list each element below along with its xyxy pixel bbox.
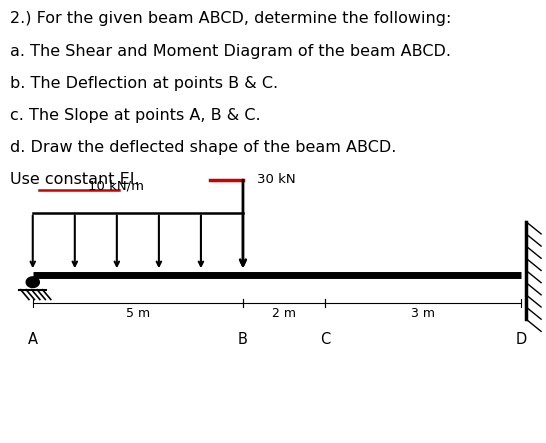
- Text: C: C: [320, 332, 330, 347]
- Text: 30 kN: 30 kN: [257, 173, 295, 186]
- Text: d. Draw the deflected shape of the beam ABCD.: d. Draw the deflected shape of the beam …: [10, 140, 396, 155]
- Text: 2.) For the given beam ABCD, determine the following:: 2.) For the given beam ABCD, determine t…: [10, 11, 451, 26]
- Text: 3 m: 3 m: [411, 307, 435, 320]
- Text: b. The Deflection at points B & C.: b. The Deflection at points B & C.: [10, 76, 278, 91]
- Text: D: D: [516, 332, 527, 347]
- Text: a. The Shear and Moment Diagram of the beam ABCD.: a. The Shear and Moment Diagram of the b…: [10, 44, 451, 59]
- Text: A: A: [28, 332, 38, 347]
- Text: B: B: [238, 332, 248, 347]
- Polygon shape: [26, 277, 39, 288]
- Text: 5 m: 5 m: [126, 307, 150, 320]
- Text: c. The Slope at points A, B & C.: c. The Slope at points A, B & C.: [10, 108, 260, 123]
- Text: Use constant EI.: Use constant EI.: [10, 172, 139, 187]
- Text: 10 kN/m: 10 kN/m: [88, 180, 144, 193]
- Text: 2 m: 2 m: [272, 307, 296, 320]
